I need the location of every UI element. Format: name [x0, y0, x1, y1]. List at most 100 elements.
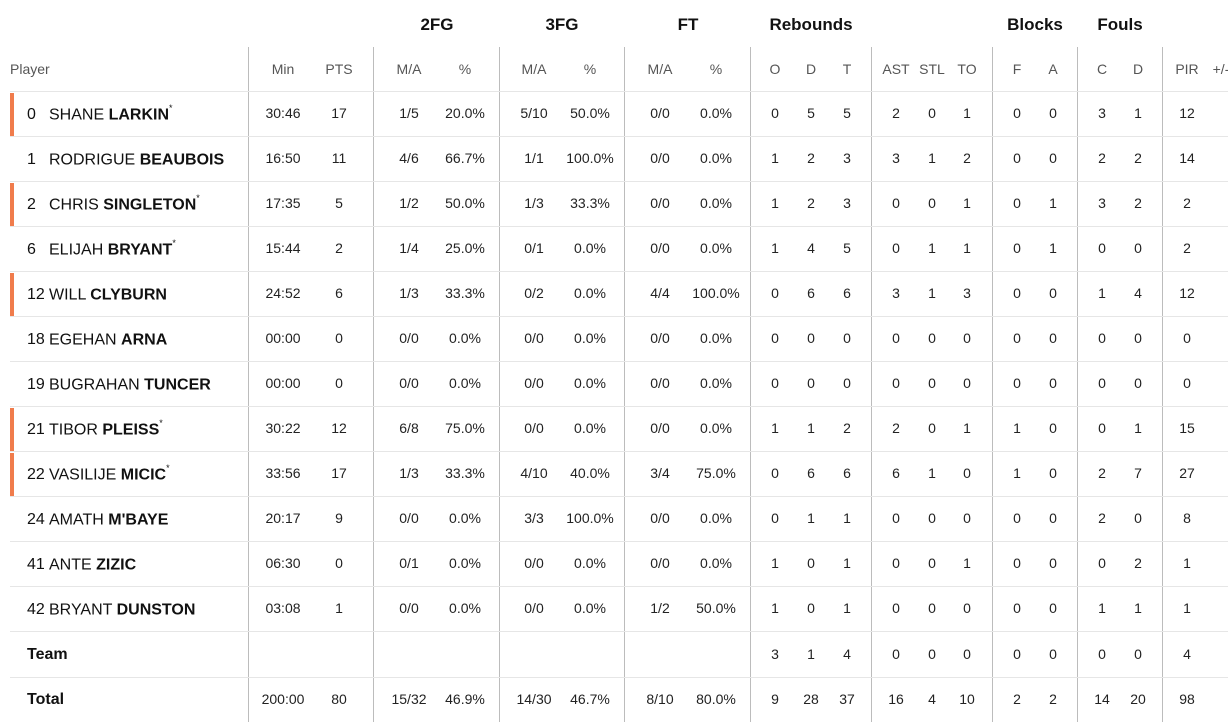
stat-blk-a: 0 — [1049, 420, 1057, 436]
stat-pir: 0 — [1183, 375, 1191, 391]
stat-fg2-pct: 33.3% — [445, 285, 485, 301]
player-first-name: ANTE — [49, 556, 92, 574]
stat-fg2-ma: 0/0 — [399, 330, 419, 346]
stat-ft-ma: 3/4 — [650, 465, 670, 481]
col-header-plus-minus[interactable]: +/- — [1212, 61, 1228, 77]
col-header-reb-o[interactable]: O — [769, 61, 781, 77]
header-divider — [10, 91, 1228, 92]
player-first-name: ELIJAH — [49, 241, 104, 259]
player-name-row[interactable]: 41 ANTE ZIZIC — [27, 555, 136, 574]
player-first-name: RODRIGUE — [49, 151, 136, 169]
stat-ft-pct: 0.0% — [700, 105, 732, 121]
col-header-to[interactable]: TO — [957, 61, 977, 77]
stat-reb-t: 5 — [843, 105, 851, 121]
stat-to: 0 — [963, 465, 971, 481]
stat-fg3-ma: 0/0 — [524, 420, 544, 436]
col-header-min[interactable]: Min — [271, 61, 295, 77]
player-name-row[interactable]: 0 SHANE LARKIN* — [27, 103, 173, 124]
stat-stl: 1 — [928, 465, 936, 481]
stat-fg3-pct: 100.0% — [566, 150, 614, 166]
stat-foul-d: 1 — [1134, 105, 1142, 121]
stat-fg2-pct: 66.7% — [445, 150, 485, 166]
player-name-row[interactable]: 42 BRYANT DUNSTON — [27, 600, 195, 619]
stat-min: 30:46 — [265, 105, 301, 121]
stat-fg2-ma: 1/5 — [399, 105, 419, 121]
player-name-row[interactable]: 21 TIBOR PLEISS* — [27, 418, 163, 439]
col-header-pts[interactable]: PTS — [325, 61, 353, 77]
col-header-pir[interactable]: PIR — [1175, 61, 1199, 77]
total-stat-ft-pct: 80.0% — [696, 691, 736, 707]
total-stat-pts: 80 — [331, 691, 347, 707]
stat-fg3-pct: 0.0% — [574, 240, 606, 256]
col-header-blk-f[interactable]: F — [1012, 61, 1022, 77]
col-header-2fg-pct[interactable]: % — [458, 61, 472, 77]
stat-fg2-pct: 0.0% — [449, 375, 481, 391]
col-header-reb-t[interactable]: T — [842, 61, 852, 77]
row-divider — [10, 406, 1228, 407]
player-name-row[interactable]: 6 ELIJAH BRYANT* — [27, 238, 176, 259]
stat-foul-d: 0 — [1134, 330, 1142, 346]
player-name-row[interactable]: 2 CHRIS SINGLETON* — [27, 193, 200, 214]
player-name-row[interactable]: 12 WILL CLYBURN — [27, 285, 167, 304]
total-stat-foul-d: 20 — [1130, 691, 1146, 707]
stat-ft-pct: 50.0% — [696, 600, 736, 616]
stat-ast: 0 — [892, 330, 900, 346]
stat-fg2-ma: 0/0 — [399, 510, 419, 526]
col-header-3fg-ma[interactable]: M/A — [521, 61, 547, 77]
col-header-stl[interactable]: STL — [919, 61, 945, 77]
stat-stl: 0 — [928, 555, 936, 571]
stat-ft-ma: 0/0 — [650, 195, 670, 211]
stat-blk-a: 0 — [1049, 600, 1057, 616]
col-header-2fg-ma[interactable]: M/A — [396, 61, 422, 77]
player-name-row[interactable]: 1 RODRIGUE BEAUBOIS — [27, 150, 224, 169]
stat-foul-d: 2 — [1134, 555, 1142, 571]
player-name-row[interactable]: 22 VASILIJE MICIC* — [27, 463, 170, 484]
player-number: 19 — [27, 376, 45, 394]
stat-blk-f: 0 — [1013, 510, 1021, 526]
stat-min: 24:52 — [265, 285, 301, 301]
stat-to: 1 — [963, 240, 971, 256]
player-number: 12 — [27, 286, 45, 304]
stat-ast: 0 — [892, 195, 900, 211]
player-name-row[interactable]: 18 EGEHAN ARNA — [27, 330, 167, 349]
player-name-row[interactable]: 24 AMATH M'BAYE — [27, 510, 168, 529]
col-header-reb-d[interactable]: D — [805, 61, 817, 77]
stat-ast: 2 — [892, 105, 900, 121]
col-header-foul-d[interactable]: D — [1132, 61, 1144, 77]
player-first-name: SHANE — [49, 106, 105, 124]
stat-to: 1 — [963, 420, 971, 436]
player-last-name: M'BAYE — [108, 511, 169, 529]
stat-pir: 12 — [1179, 105, 1195, 121]
column-divider — [373, 47, 374, 722]
row-divider — [10, 361, 1228, 362]
stat-stl: 0 — [928, 330, 936, 346]
stat-pts: 0 — [335, 555, 343, 571]
stat-pir: 8 — [1183, 510, 1191, 526]
stat-fg2-pct: 0.0% — [449, 600, 481, 616]
stat-reb-o: 1 — [771, 195, 779, 211]
stat-to: 3 — [963, 285, 971, 301]
stat-reb-t: 3 — [843, 150, 851, 166]
stat-pts: 12 — [331, 420, 347, 436]
player-name-row[interactable]: 19 BUGRAHAN TUNCER — [27, 375, 211, 394]
stat-ft-ma: 4/4 — [650, 285, 670, 301]
row-divider — [10, 631, 1228, 632]
col-header-foul-c[interactable]: C — [1096, 61, 1108, 77]
stat-ft-ma: 0/0 — [650, 150, 670, 166]
col-header-player[interactable]: Player — [10, 61, 50, 77]
team-stat-foul-d: 0 — [1134, 646, 1142, 662]
col-header-3fg-pct[interactable]: % — [583, 61, 597, 77]
stat-reb-o: 1 — [771, 555, 779, 571]
player-first-name: BUGRAHAN — [49, 376, 140, 394]
stat-ft-ma: 0/0 — [650, 105, 670, 121]
column-divider — [750, 47, 751, 722]
col-header-ft-pct[interactable]: % — [709, 61, 723, 77]
stat-fg2-ma: 1/3 — [399, 285, 419, 301]
stat-fg3-pct: 0.0% — [574, 330, 606, 346]
col-header-ast[interactable]: AST — [882, 61, 910, 77]
col-header-ft-ma[interactable]: M/A — [647, 61, 673, 77]
stat-blk-a: 1 — [1049, 195, 1057, 211]
col-header-blk-a[interactable]: A — [1048, 61, 1058, 77]
stat-ft-pct: 0.0% — [700, 330, 732, 346]
stat-foul-d: 0 — [1134, 510, 1142, 526]
